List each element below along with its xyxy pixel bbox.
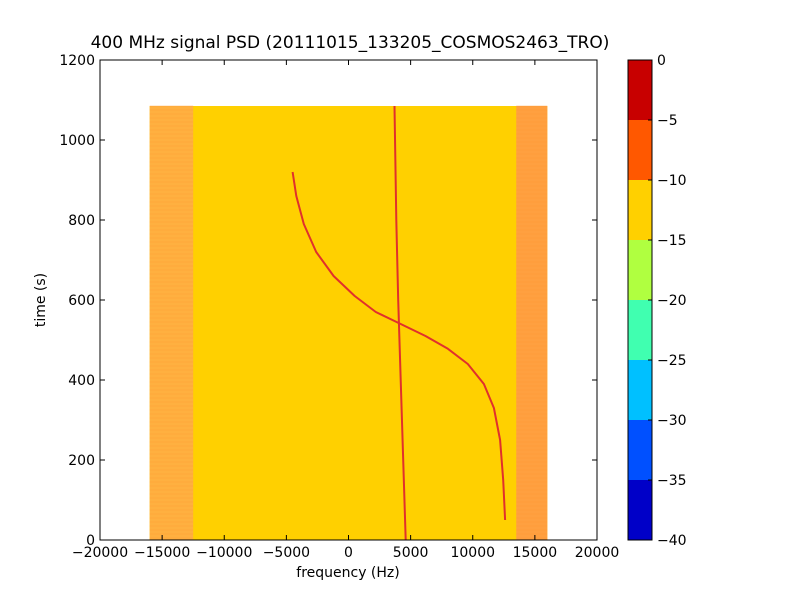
x-tick-label: −20000 [72, 545, 128, 561]
colorbar-segment [628, 120, 652, 180]
x-tick-label: 0 [344, 545, 353, 561]
y-axis: 0 200 400 600 800 1000 1200 [59, 53, 597, 549]
chart-title: 400 MHz signal PSD (20111015_133205_COSM… [91, 33, 610, 53]
colorbar-tick-label: −5 [657, 113, 678, 129]
series-carrier-line [393, 105, 407, 541]
colorbar-tick-label: 0 [657, 53, 666, 69]
colorbar-segment [628, 300, 652, 360]
x-axis-label: frequency (Hz) [296, 565, 399, 581]
colorbar-segment [628, 360, 652, 420]
psd-stripes [149, 105, 548, 539]
x-tick-label: −10000 [196, 545, 252, 561]
colorbar-segment [628, 60, 652, 120]
x-tick-label: 5000 [393, 545, 429, 561]
y-tick-label: 200 [68, 453, 95, 469]
colorbar-segment [628, 240, 652, 300]
series-doppler-curve [291, 171, 507, 521]
x-tick-label: 15000 [513, 545, 558, 561]
psd-edge-left [149, 106, 194, 540]
y-tick-label: 400 [68, 373, 95, 389]
colorbar-segment [628, 420, 652, 480]
x-tick-label: −15000 [134, 545, 190, 561]
colorbar: −40 −35 −30 −25 −20 −15 −10 −5 0 [627, 53, 687, 549]
y-tick-label: 800 [68, 213, 95, 229]
colorbar-segment [628, 180, 652, 240]
series-layer [291, 105, 507, 541]
colorbar-tick-label: −25 [657, 353, 687, 369]
colorbar-tick-label: −30 [657, 413, 687, 429]
psd-background [149, 106, 548, 540]
colorbar-tick-label: −15 [657, 233, 687, 249]
y-tick-label: 1200 [59, 53, 95, 69]
y-axis-label: time (s) [33, 273, 49, 327]
colorbar-tick-label: −10 [657, 173, 687, 189]
colorbar-tick-label: −20 [657, 293, 687, 309]
x-axis: −20000 −15000 −10000 −5000 0 5000 10000 15000 20… [72, 60, 619, 561]
colorbar-tick-label: −40 [657, 533, 687, 549]
psd-edge-right [516, 106, 548, 540]
colorbar-tick-label: −35 [657, 473, 687, 489]
x-tick-label: 20000 [575, 545, 620, 561]
y-tick-label: 0 [86, 533, 95, 549]
x-tick-label: 10000 [450, 545, 495, 561]
plot-area [99, 59, 598, 541]
y-tick-label: 1000 [59, 133, 95, 149]
x-tick-label: −5000 [263, 545, 310, 561]
y-tick-label: 600 [68, 293, 95, 309]
colorbar-segment [628, 480, 652, 540]
